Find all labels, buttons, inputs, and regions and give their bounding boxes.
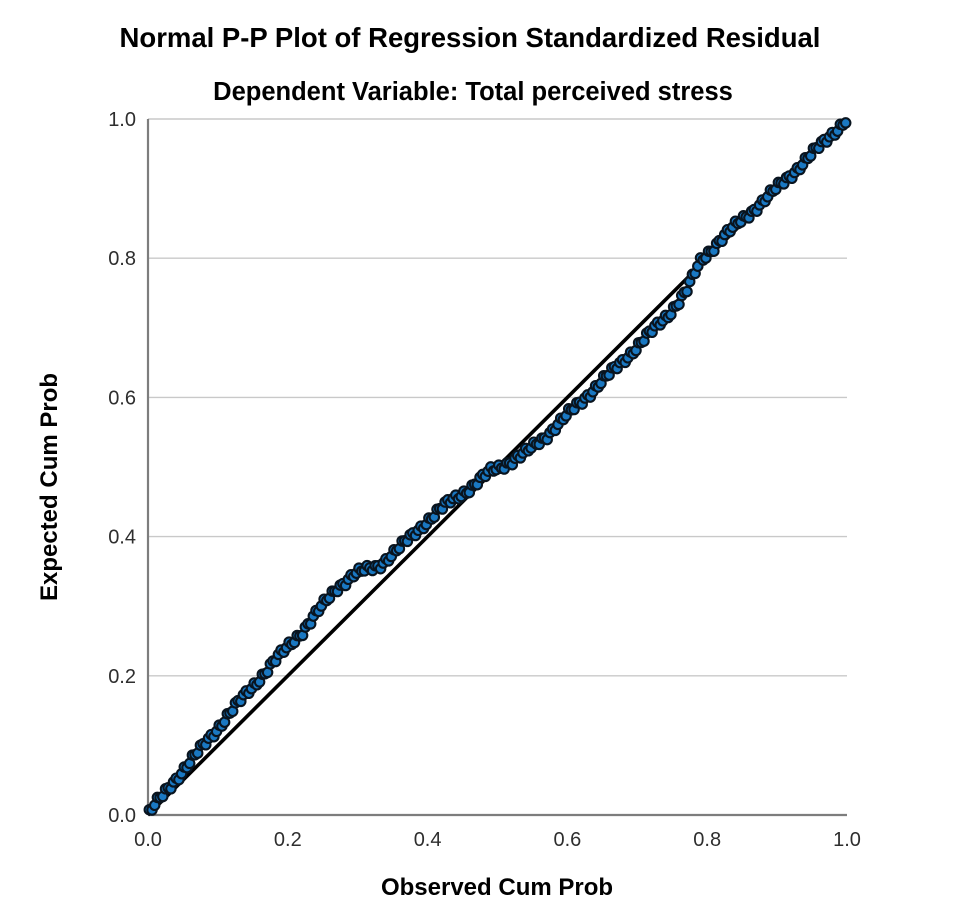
y-tick-label: 0.8 bbox=[108, 248, 136, 270]
y-axis-title: Expected Cum Prob bbox=[36, 373, 63, 601]
y-tick-label: 0.0 bbox=[108, 805, 136, 827]
x-tick-label: 0.6 bbox=[553, 829, 581, 851]
data-point bbox=[839, 117, 852, 129]
y-tick-label: 0.4 bbox=[108, 527, 136, 549]
y-tick-label: 0.6 bbox=[108, 387, 136, 409]
x-tick-label: 0.2 bbox=[274, 829, 302, 851]
data-point bbox=[681, 285, 693, 298]
y-tick-label: 1.0 bbox=[108, 109, 136, 131]
x-tick-label: 0.4 bbox=[414, 829, 442, 851]
x-tick-label: 0.8 bbox=[693, 829, 721, 851]
y-tick-label: 0.2 bbox=[108, 666, 136, 688]
x-tick-label: 0.0 bbox=[134, 829, 162, 851]
x-axis-title: Observed Cum Prob bbox=[381, 874, 613, 901]
x-tick-label: 1.0 bbox=[833, 829, 861, 851]
plot-area: 0.0 0.2 0.4 0.6 0.8 1.0 0.0 0.2 0.4 0.6 0.8 1.0 bbox=[108, 109, 861, 851]
chart-subtitle: Dependent Variable: Total perceived stre… bbox=[213, 78, 733, 106]
chart-title: Normal P-P Plot of Regression Standardiz… bbox=[120, 22, 821, 53]
